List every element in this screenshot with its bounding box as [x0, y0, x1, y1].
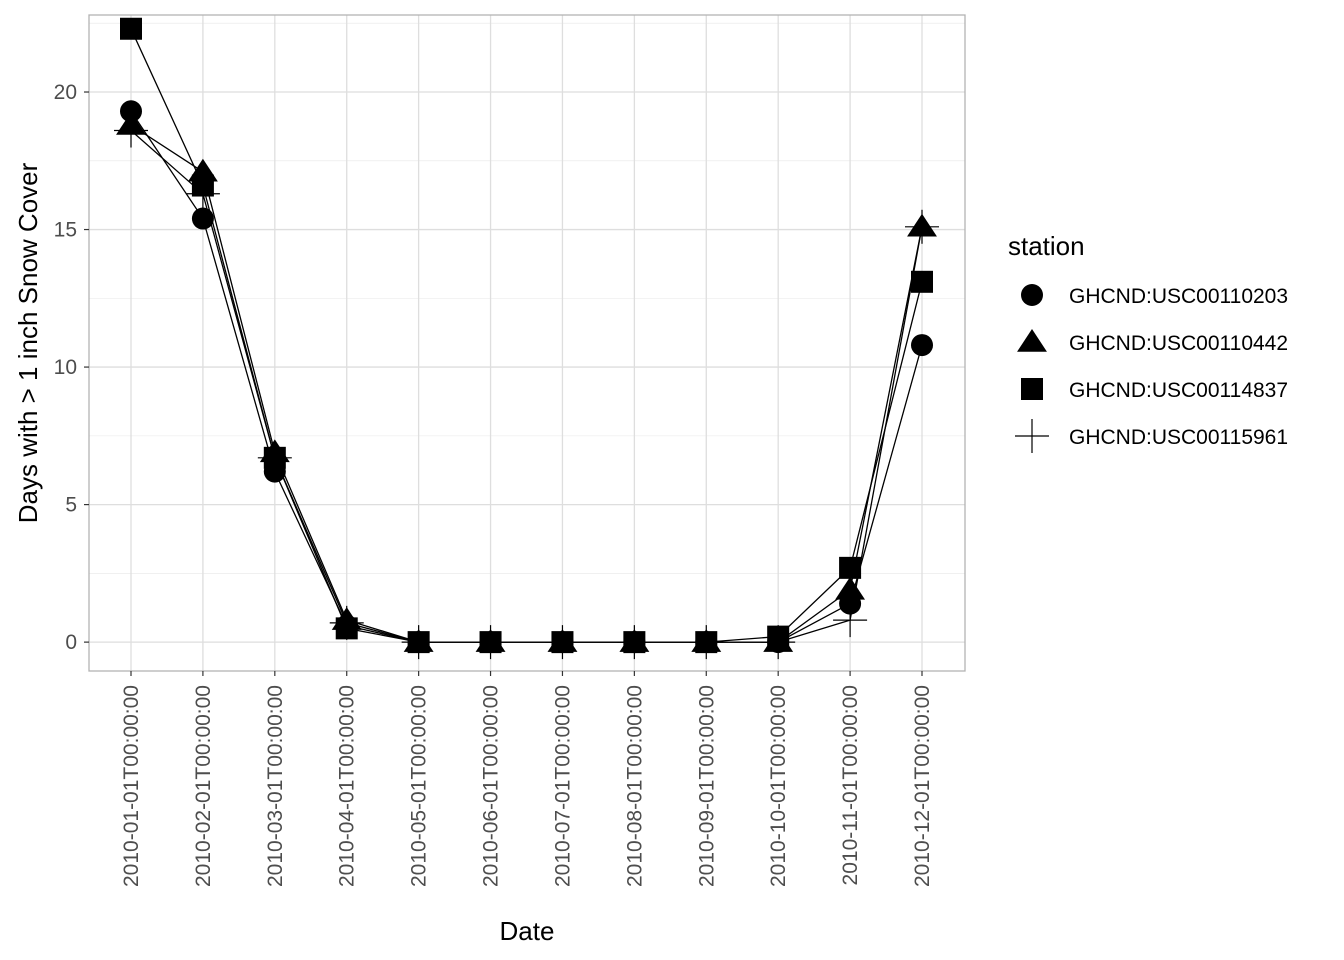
- x-tick-label: 2010-12-01T00:00:00: [911, 685, 934, 887]
- data-point-triangle: [835, 576, 866, 600]
- legend: station GHCND:USC00110203 GHCND:USC001104…: [1008, 231, 1288, 453]
- y-tick-label: 5: [65, 494, 77, 517]
- data-point-square: [911, 270, 933, 293]
- data-point-cross: [689, 625, 724, 660]
- legend-title: station: [1008, 231, 1085, 261]
- x-tick-label: 2010-07-01T00:00:00: [551, 685, 574, 887]
- data-point-circle: [191, 207, 214, 230]
- y-tick-label: 0: [65, 631, 77, 654]
- data-point-cross: [401, 625, 436, 660]
- x-tick-label: 2010-09-01T00:00:00: [695, 685, 718, 887]
- data-point-circle: [120, 100, 142, 123]
- series-line-square: [130, 28, 923, 643]
- x-tick-label: 2010-02-01T00:00:00: [192, 685, 215, 887]
- legend-label: GHCND:USC00110203: [1069, 285, 1288, 308]
- data-point-cross: [905, 209, 939, 244]
- x-tick-label: 2010-05-01T00:00:00: [408, 685, 431, 887]
- y-tick-label: 10: [54, 356, 77, 379]
- y-axis-title: Days with > 1 inch Snow Cover: [13, 162, 43, 523]
- series-points: [114, 17, 939, 660]
- data-point-square: [839, 556, 862, 579]
- x-tick-label: 2010-06-01T00:00:00: [480, 685, 503, 887]
- data-point-cross: [329, 605, 364, 640]
- data-point-cross: [114, 113, 148, 148]
- panel-border: [88, 14, 966, 672]
- x-tick-label: 2010-11-01T00:00:00: [839, 685, 862, 885]
- x-tick-label: 2010-10-01T00:00:00: [767, 685, 790, 887]
- data-point-cross: [761, 625, 796, 660]
- legend-key-circle: [1021, 284, 1043, 306]
- data-point-cross: [473, 625, 508, 660]
- legend-label: GHCND:USC00115961: [1069, 426, 1288, 449]
- y-tick-label: 20: [54, 81, 77, 104]
- y-tick-label: 15: [54, 219, 77, 242]
- legend-label: GHCND:USC00110442: [1069, 332, 1288, 355]
- legend-key-triangle: [1017, 329, 1047, 352]
- data-point-circle: [911, 334, 933, 357]
- data-point-cross: [257, 440, 292, 475]
- series-lines: [130, 28, 923, 643]
- x-axis-title: Date: [500, 916, 555, 946]
- data-point-cross: [617, 625, 652, 660]
- legend-label: GHCND:USC00114837: [1069, 379, 1288, 402]
- data-point-cross: [833, 603, 868, 638]
- y-axis-ticks: 0 5 10 15 20: [54, 81, 89, 654]
- data-point-square: [120, 17, 142, 40]
- x-tick-label: 2010-08-01T00:00:00: [623, 685, 646, 887]
- legend-items: GHCND:USC00110203 GHCND:USC00110442 GHCND:…: [1015, 284, 1288, 453]
- legend-key-cross: [1015, 419, 1049, 453]
- legend-key-square: [1021, 378, 1043, 400]
- grid-lines: [89, 15, 965, 671]
- data-point-cross: [185, 176, 220, 211]
- x-tick-label: 2010-01-01T00:00:00: [120, 685, 143, 887]
- data-point-cross: [545, 625, 580, 660]
- x-axis-ticks: 2010-01-01T00:00:00 2010-02-01T00:00:00 20…: [120, 671, 934, 887]
- series-line-circle: [130, 110, 923, 643]
- x-tick-label: 2010-04-01T00:00:00: [336, 685, 359, 887]
- x-tick-label: 2010-03-01T00:00:00: [264, 685, 287, 887]
- series-line-cross: [130, 130, 923, 643]
